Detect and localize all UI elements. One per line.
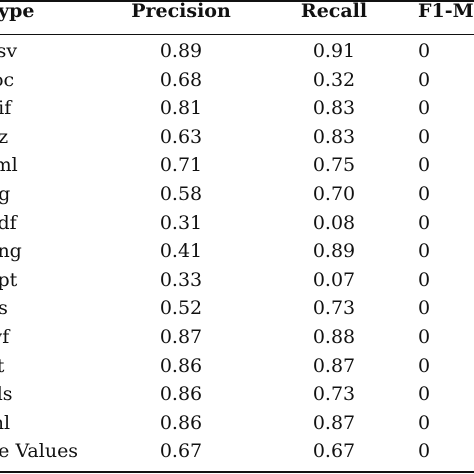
cell-f1: 0 <box>418 40 431 62</box>
header-rule <box>0 34 474 35</box>
cell-type: ml <box>0 412 11 434</box>
top-rule <box>0 0 474 2</box>
cell-type: xls <box>0 383 13 405</box>
cell-f1: 0 <box>418 240 431 262</box>
cell-f1: 0 <box>418 269 431 291</box>
cell-f1: 0 <box>418 126 431 148</box>
cell-type: loc <box>0 69 15 91</box>
cell-f1: 0 <box>418 383 431 405</box>
cell-f1: 0 <box>418 355 431 377</box>
cell-f1: 0 <box>418 69 431 91</box>
cell-type: odf <box>0 212 17 234</box>
cell-type: ge Values <box>0 440 79 462</box>
cell-f1: 0 <box>418 212 431 234</box>
cell-f1: 0 <box>418 297 431 319</box>
header-f1: F1-M <box>418 0 474 22</box>
cell-f1: 0 <box>418 183 431 205</box>
cell-f1: 0 <box>418 97 431 119</box>
cell-type: opt <box>0 269 18 291</box>
cell-type: wf <box>0 326 10 348</box>
bottom-rule <box>0 471 474 473</box>
cell-type: gif <box>0 97 12 119</box>
cell-type: tml <box>0 154 18 176</box>
header-type: Type <box>0 0 35 22</box>
cell-f1: 0 <box>418 440 431 462</box>
cell-type: ong <box>0 240 22 262</box>
cell-type: ps <box>0 297 8 319</box>
cell-f1: 0 <box>418 412 431 434</box>
cell-type: pg <box>0 183 11 205</box>
cell-type: xt <box>0 355 5 377</box>
cell-f1: 0 <box>418 326 431 348</box>
cell-f1: 0 <box>418 154 431 176</box>
cell-type: csv <box>0 40 18 62</box>
cell-type: gz <box>0 126 9 148</box>
